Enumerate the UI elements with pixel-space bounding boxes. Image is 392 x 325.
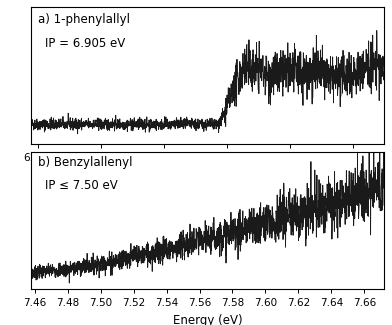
Text: IP = 6.905 eV: IP = 6.905 eV — [45, 37, 126, 50]
X-axis label: Energy (eV): Energy (eV) — [173, 314, 243, 325]
Text: a) 1-phenylallyl: a) 1-phenylallyl — [38, 13, 131, 26]
Text: IP ≤ 7.50 eV: IP ≤ 7.50 eV — [45, 179, 118, 192]
Text: b) Benzylallenyl: b) Benzylallenyl — [38, 156, 133, 169]
